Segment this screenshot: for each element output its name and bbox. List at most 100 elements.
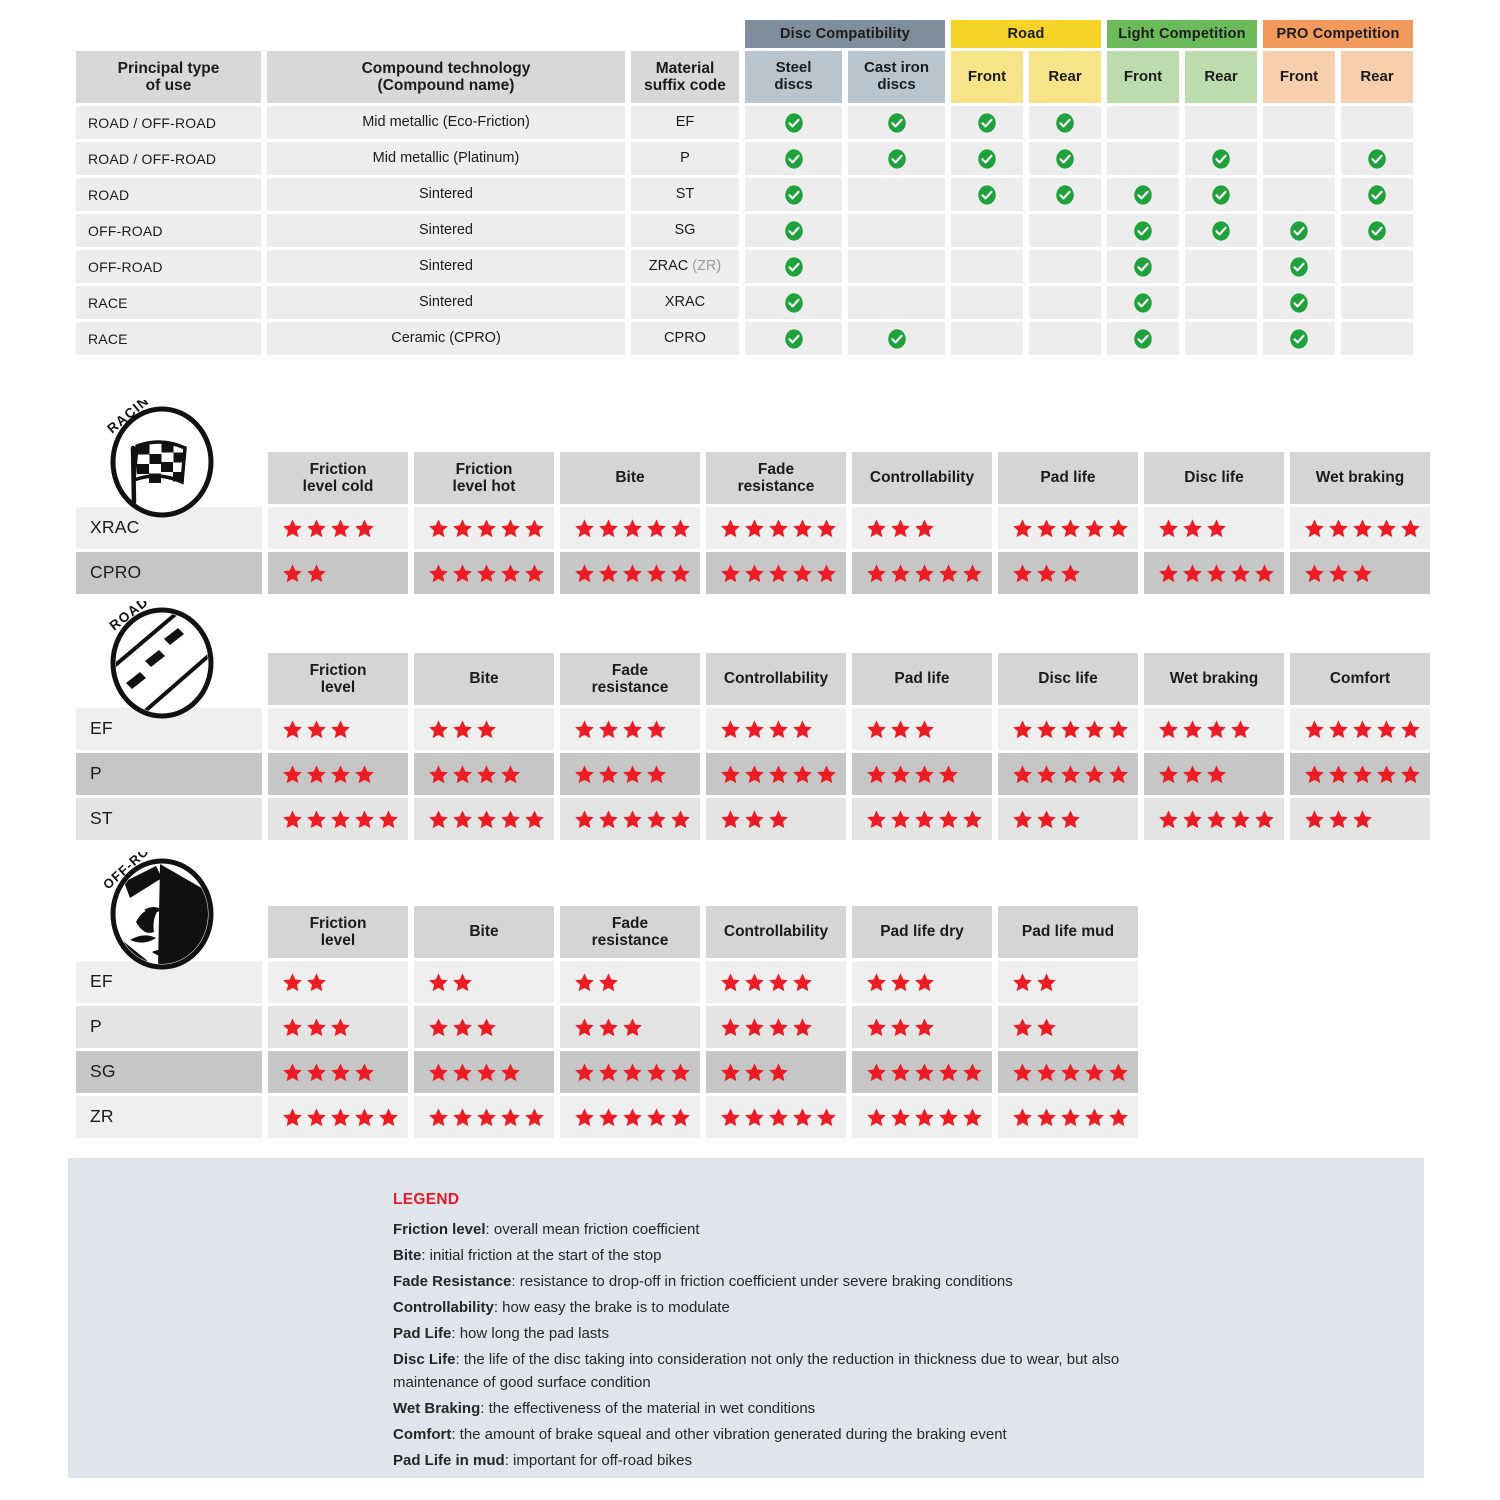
compat-cell-r0-c4 (1107, 106, 1179, 139)
compat-cell-r6-c5 (1185, 322, 1257, 355)
star-icon (671, 809, 690, 828)
star-icon (963, 563, 982, 582)
compat-cell-r4-c2 (951, 250, 1023, 283)
star-icon (429, 1017, 448, 1036)
star-rating (1012, 518, 1129, 539)
compat-cell-r6-c0 (745, 322, 842, 355)
row-compound: Ceramic (CPRO) (267, 322, 625, 355)
compat-cell-r2-c6 (1263, 178, 1335, 211)
star-icon (1255, 809, 1274, 828)
star-rating (1158, 809, 1275, 830)
star-icon (477, 764, 496, 783)
legend-entry-5: Disc Life: the life of the disc taking i… (393, 1351, 1120, 1391)
star-icon (1159, 719, 1178, 738)
check-icon (1134, 220, 1152, 241)
star-icon (915, 563, 934, 582)
star-icon (575, 1107, 594, 1126)
rating-cell-xrac-c3 (706, 507, 846, 549)
star-icon (1061, 719, 1080, 738)
star-rating (428, 1107, 545, 1128)
star-icon (1037, 1107, 1056, 1126)
rating-cell-cpro-c6 (1144, 552, 1284, 594)
legend-entry-4: Pad Life: how long the pad lasts (393, 1325, 609, 1342)
check-icon (784, 292, 803, 313)
star-icon (1037, 518, 1056, 537)
rating-cell-p-c7 (1290, 753, 1430, 795)
star-icon (793, 1107, 812, 1126)
star-icon (1013, 1017, 1032, 1036)
star-icon (429, 972, 448, 991)
star-icon (745, 764, 764, 783)
compat-cell-r0-c3 (1029, 106, 1101, 139)
rating-cell-ef-c5 (998, 708, 1138, 750)
star-icon (915, 518, 934, 537)
star-rating (1012, 1017, 1057, 1038)
rating-cell-cpro-c0 (268, 552, 408, 594)
star-icon (501, 563, 520, 582)
compat-cell-r3-c5 (1185, 214, 1257, 247)
compat-cell-r0-c0 (745, 106, 842, 139)
rating-cell-ef-c3 (706, 708, 846, 750)
row-compound: Mid metallic (Platinum) (267, 142, 625, 175)
rating-cell-sg-c2 (560, 1051, 700, 1093)
check-icon (1368, 184, 1386, 205)
star-icon (793, 764, 812, 783)
star-icon (355, 1107, 374, 1126)
rating-column-header-7: Wet braking (1290, 452, 1430, 504)
star-icon (331, 719, 350, 738)
rating-column-header-1: Friction level hot (414, 452, 554, 504)
star-icon (891, 719, 910, 738)
star-icon (647, 563, 666, 582)
star-icon (939, 1107, 958, 1126)
column-header-1: Compound technology (Compound name) (267, 51, 625, 103)
star-icon (769, 719, 788, 738)
star-icon (575, 563, 594, 582)
star-rating (866, 1062, 983, 1083)
star-icon (769, 764, 788, 783)
star-icon (867, 563, 886, 582)
check-icon (1212, 184, 1230, 205)
check-icon (978, 148, 996, 169)
rating-column-header-2: Bite (560, 452, 700, 504)
check-icon (784, 112, 803, 133)
rating-cell-xrac-c5 (998, 507, 1138, 549)
group-header-pro-competition: PRO Competition (1263, 20, 1413, 48)
compat-cell-r6-c4 (1107, 322, 1179, 355)
star-icon (769, 1062, 788, 1081)
star-icon (355, 809, 374, 828)
check-icon (1134, 292, 1152, 313)
compat-cell-r4-c4 (1107, 250, 1179, 283)
row-use: ROAD (76, 178, 261, 211)
rating-cell-ef-c2 (560, 961, 700, 1003)
star-icon (721, 1017, 740, 1036)
check-icon (1290, 328, 1308, 349)
rating-cell-st-c7 (1290, 798, 1430, 840)
star-icon (1109, 764, 1128, 783)
star-icon (1037, 972, 1056, 991)
row-compound: Sintered (267, 178, 625, 211)
star-icon (429, 764, 448, 783)
star-icon (891, 972, 910, 991)
star-icon (817, 764, 836, 783)
star-icon (477, 809, 496, 828)
star-rating (282, 809, 399, 830)
legend-entry-2: Fade Resistance: resistance to drop-off … (393, 1273, 1013, 1290)
check-icon (1212, 148, 1230, 169)
star-icon (599, 563, 618, 582)
check-icon (887, 112, 906, 133)
star-icon (671, 563, 690, 582)
star-icon (867, 1107, 886, 1126)
star-icon (1037, 563, 1056, 582)
rating-row-label-sg: SG (76, 1051, 262, 1093)
rating-cell-st-c3 (706, 798, 846, 840)
rating-cell-p-c4 (852, 1006, 992, 1048)
star-icon (1159, 563, 1178, 582)
compat-cell-r3-c1 (848, 214, 945, 247)
star-icon (1401, 518, 1420, 537)
star-rating (574, 1062, 691, 1083)
star-icon (525, 518, 544, 537)
legend-entry-1: Bite: initial friction at the start of t… (393, 1247, 662, 1264)
compat-cell-r5-c3 (1029, 286, 1101, 319)
legend-entry-0: Friction level: overall mean friction co… (393, 1221, 700, 1238)
compat-cell-r5-c1 (848, 286, 945, 319)
